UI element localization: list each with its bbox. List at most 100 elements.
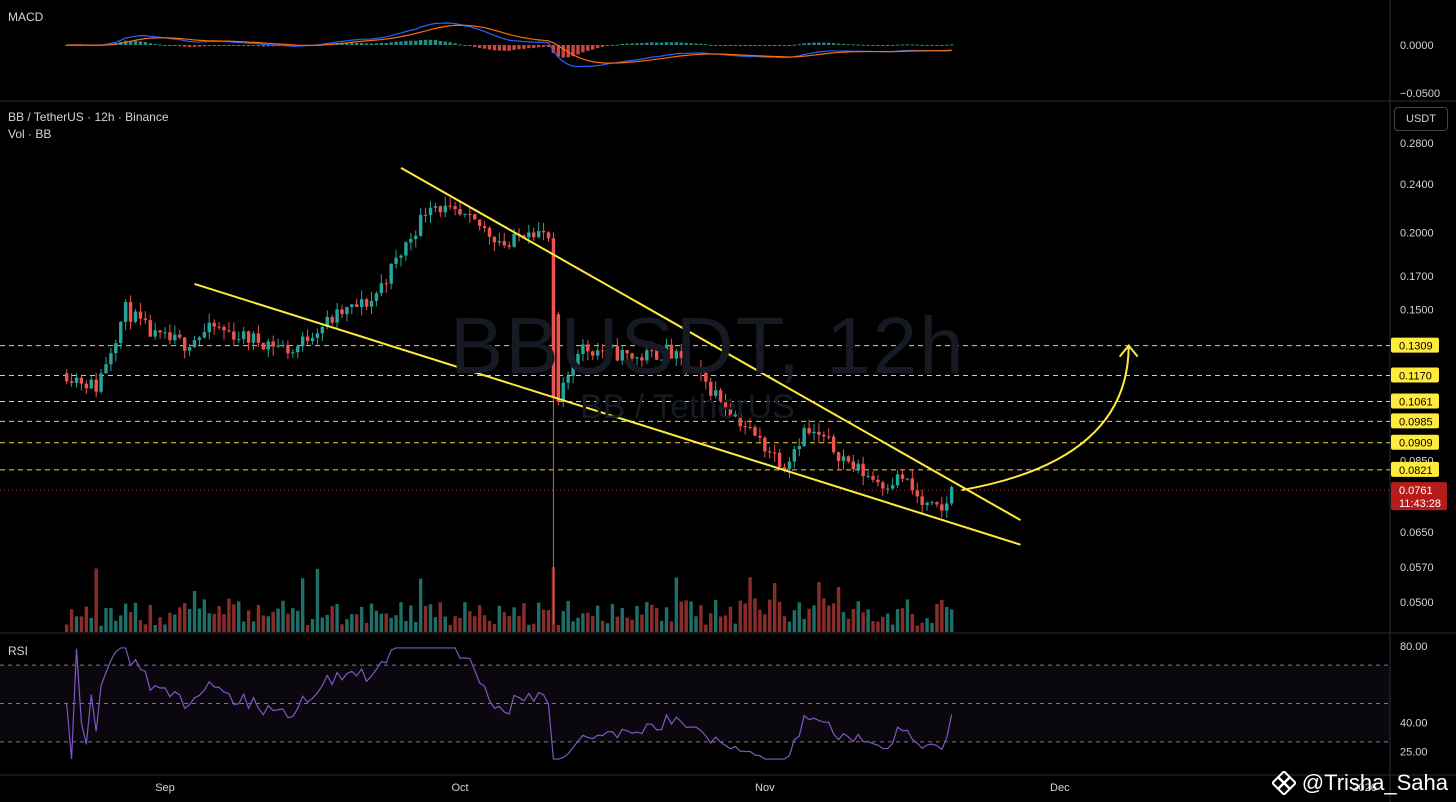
candle-body (473, 214, 477, 220)
candle-body (119, 321, 123, 344)
volume-bar (871, 620, 875, 632)
macd-histogram-bar (733, 45, 738, 46)
candle-body (758, 435, 762, 438)
candle-body (733, 414, 738, 417)
volume-bar (148, 605, 152, 632)
volume-bar (723, 615, 728, 632)
candle-body (330, 316, 334, 323)
macd-histogram-bar (163, 45, 167, 46)
candle-body (409, 239, 413, 243)
candle-body (433, 206, 438, 208)
volume-bar (438, 602, 443, 632)
candle-body (384, 283, 388, 285)
volume-bar (846, 618, 851, 632)
candle-body (217, 326, 221, 328)
candle-body (335, 309, 339, 323)
candle-body (812, 431, 816, 434)
volume-bar (536, 602, 541, 632)
macd-histogram-bar (630, 43, 634, 45)
volume-bar (492, 624, 497, 632)
volume-bar (507, 616, 511, 632)
volume-bar (763, 614, 767, 632)
macd-histogram-bar (556, 45, 561, 57)
candle-body (291, 352, 295, 354)
volume-bar (414, 621, 418, 632)
candle-body (738, 414, 742, 427)
volume-bar (945, 607, 949, 632)
time-tick: Nov (755, 782, 775, 794)
macd-histogram-bar (758, 45, 762, 46)
volume-bar (404, 620, 408, 632)
volume-bar (168, 612, 172, 632)
volume-bar (384, 613, 388, 632)
macd-histogram-bar (251, 45, 256, 46)
volume-bar (527, 624, 531, 632)
candle-body (207, 322, 211, 333)
price-tick: 0.2400 (1400, 179, 1434, 191)
volume-bar (182, 602, 187, 632)
volume-bar (876, 621, 880, 632)
macd-histogram-bar (551, 45, 556, 54)
binance-logo-icon (1271, 771, 1296, 795)
signal-line (66, 24, 952, 64)
candle-body (69, 381, 74, 383)
volume-bar (502, 612, 506, 632)
macd-histogram-bar (138, 41, 143, 45)
volume-bar (212, 613, 216, 632)
candle-body (713, 390, 718, 396)
macd-histogram-bar (418, 39, 423, 45)
volume-bar (89, 617, 93, 632)
falling-wedge-lines (194, 167, 1021, 546)
candle-body (374, 293, 379, 301)
macd-histogram-bar (635, 43, 639, 45)
candle-body (595, 350, 600, 356)
macd-histogram-bar (482, 45, 487, 49)
level-badge (1391, 434, 1439, 450)
macd-histogram-bar (576, 45, 580, 55)
candle-body (620, 350, 624, 361)
candle-body (300, 336, 305, 347)
volume-bar (497, 605, 502, 632)
candle-body (350, 304, 354, 307)
volume-bar (473, 616, 477, 632)
volume-bar (241, 621, 246, 632)
symbol-header[interactable]: BB / TetherUS · 12h · Binance (8, 110, 169, 124)
volume-bar (704, 624, 708, 632)
time-axis[interactable]: Sep Oct Nov Dec 2026 (155, 782, 1377, 794)
candle-body (79, 377, 84, 384)
candle-body (379, 283, 384, 294)
volume-bar (359, 606, 364, 632)
candle-body (930, 502, 934, 504)
volume-bar (650, 604, 654, 632)
rsi-tick: 40.00 (1400, 718, 1428, 730)
candle-body (222, 326, 226, 331)
volume-bar (232, 604, 236, 632)
candle-body (114, 343, 118, 354)
macd-histogram-bar (876, 45, 880, 46)
volume-bar (374, 610, 379, 632)
macd-histogram-bar (541, 45, 546, 47)
macd-histogram-bar (423, 39, 428, 45)
candle-body (625, 350, 629, 354)
macd-histogram-bar (738, 45, 742, 47)
candle-body (399, 255, 403, 258)
candle-body (861, 463, 865, 477)
candle-body (684, 358, 688, 368)
volume-bar (320, 617, 325, 632)
volume-bar (645, 602, 649, 632)
candle-body (128, 302, 133, 322)
candle-body (561, 382, 565, 402)
volume-bar (733, 623, 738, 632)
macd-histogram-bar (615, 44, 620, 46)
macd-histogram-bar (841, 43, 846, 45)
volume-bar (812, 605, 816, 632)
candle-body (345, 306, 349, 315)
volume-bar (620, 608, 624, 632)
macd-histogram-bar (595, 45, 600, 49)
candle-body (266, 341, 270, 350)
candle-body (723, 401, 728, 409)
currency-button[interactable]: USDT (1394, 107, 1448, 131)
macd-histogram-bar (748, 45, 752, 46)
price-axis[interactable]: 0.28000.24000.20000.17000.15000.08500.06… (1391, 40, 1447, 758)
